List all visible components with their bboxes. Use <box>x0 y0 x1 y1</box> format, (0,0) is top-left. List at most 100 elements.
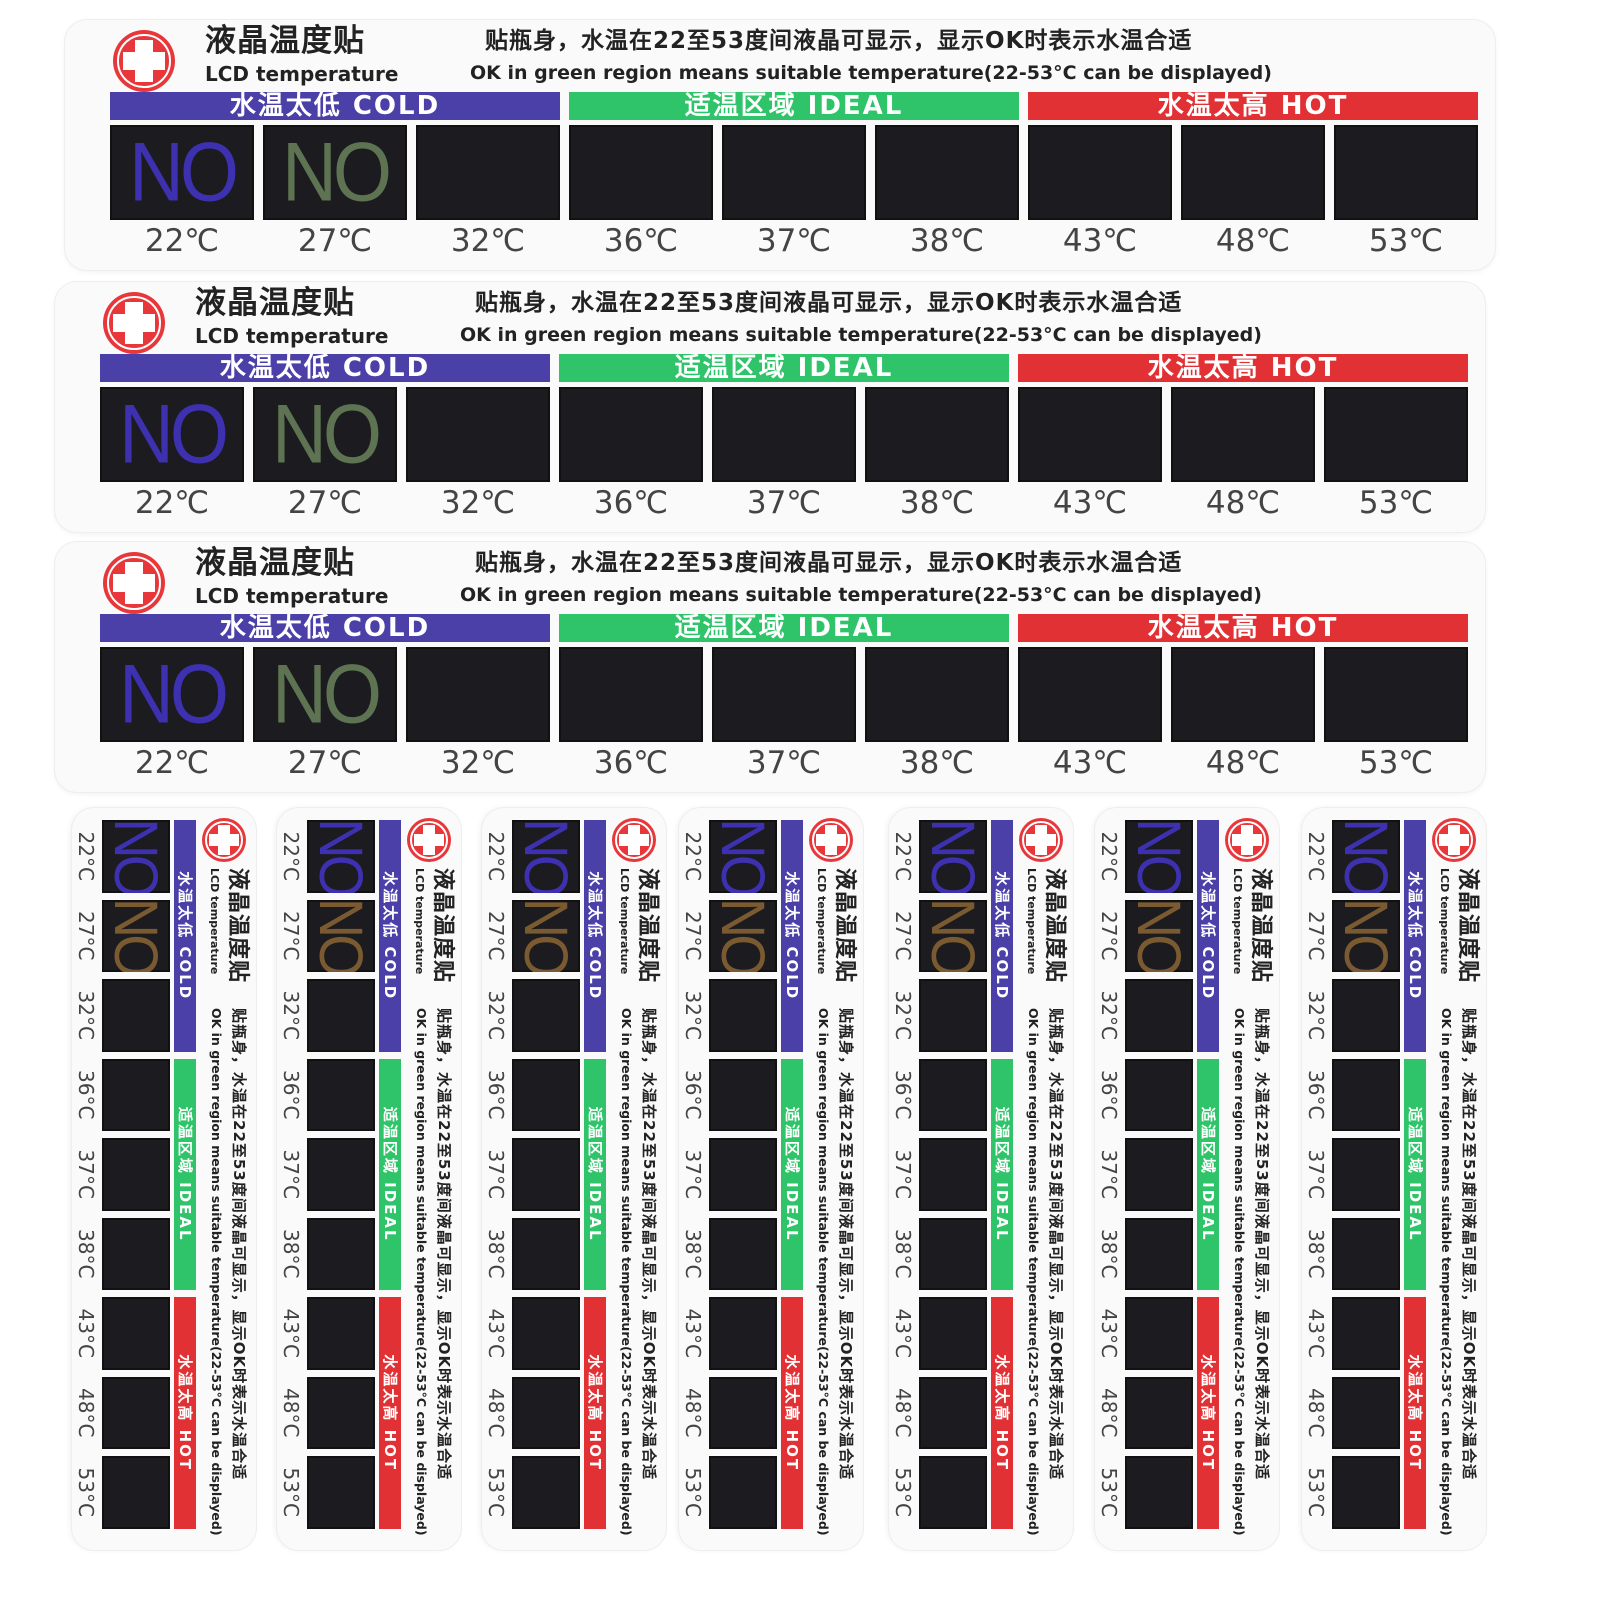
temperature-label: 36°C <box>74 1070 98 1120</box>
temperature-label: 27°C <box>1097 911 1121 961</box>
temperature-label: 22°C <box>484 831 508 881</box>
cross-ring <box>812 821 850 859</box>
lcd-cell <box>512 1058 580 1131</box>
sticker-title: 液晶温度贴 <box>1248 868 1273 984</box>
instruction-en: OK in green region means suitable temper… <box>1232 1008 1247 1536</box>
lcd-cell: NO <box>102 820 170 893</box>
sticker-title: 液晶温度贴 <box>1042 868 1067 984</box>
red-cross-icon <box>1019 818 1063 862</box>
lcd-cell <box>1171 647 1315 742</box>
sticker-title: 液晶温度贴 <box>430 868 455 984</box>
sticker-subtitle: LCD temperature <box>815 868 828 975</box>
lcd-cell <box>1332 1058 1400 1131</box>
temperature-label: 43°C <box>1097 1308 1121 1358</box>
band-cold: 水温太低 COLD <box>100 614 550 642</box>
temperature-label: 37℃ <box>746 485 822 521</box>
lcd-cell: NO <box>100 647 244 742</box>
temperature-label: 27°C <box>74 911 98 961</box>
lcd-cell: NO <box>307 820 375 893</box>
temperature-label: 32°C <box>891 990 915 1040</box>
no-indicator: NO <box>919 820 987 893</box>
lcd-cell <box>1181 125 1325 220</box>
lcd-cell <box>1125 979 1193 1052</box>
lcd-cell <box>406 647 550 742</box>
lcd-cell <box>559 387 703 482</box>
band-ideal: 适温区域 IDEAL <box>1404 1058 1426 1290</box>
red-cross-icon <box>407 818 451 862</box>
temperature-label: 43°C <box>279 1308 303 1358</box>
temperature-label: 32°C <box>484 990 508 1040</box>
lcd-cell <box>512 1217 580 1290</box>
sticker-title: 液晶温度贴 <box>205 23 365 59</box>
lcd-cell <box>102 1138 170 1211</box>
instruction-en: OK in green region means suitable temper… <box>1439 1008 1454 1536</box>
temperature-label: 53°C <box>279 1467 303 1517</box>
band-hot: 水温太高 HOT <box>991 1297 1013 1529</box>
instruction-en: OK in green region means suitable temper… <box>619 1008 634 1536</box>
temperature-label: 22°C <box>279 831 303 881</box>
temperature-label: 27°C <box>891 911 915 961</box>
lcd-cell <box>512 1297 580 1370</box>
lcd-cell <box>512 979 580 1052</box>
temperature-label: 22°C <box>74 831 98 881</box>
instruction-en: OK in green region means suitable temper… <box>470 62 1272 84</box>
lcd-cell <box>865 647 1009 742</box>
temperature-label: 48°C <box>891 1388 915 1438</box>
lcd-cell <box>865 387 1009 482</box>
band-ideal: 适温区域 IDEAL <box>559 354 1009 382</box>
temperature-label: 22°C <box>681 831 705 881</box>
lcd-cell <box>709 1217 777 1290</box>
lcd-cell: NO <box>100 387 244 482</box>
temperature-label: 48℃ <box>1215 223 1291 259</box>
lcd-cell: NO <box>263 125 407 220</box>
temperature-label: 48°C <box>681 1388 705 1438</box>
band-ideal: 适温区域 IDEAL <box>559 614 1009 642</box>
temperature-label: 36°C <box>681 1070 705 1120</box>
lcd-cell <box>102 1376 170 1449</box>
lcd-cell <box>569 125 713 220</box>
band-ideal: 适温区域 IDEAL <box>781 1058 803 1290</box>
lcd-cell: NO <box>307 899 375 972</box>
temperature-label: 22℃ <box>134 485 210 521</box>
band-hot: 水温太高 HOT <box>584 1297 606 1529</box>
temperature-label: 36°C <box>279 1070 303 1120</box>
temperature-label: 43°C <box>891 1308 915 1358</box>
no-indicator: NO <box>129 125 239 219</box>
temperature-sticker: 液晶温度贴 LCD temperature 贴瓶身，水温在22至53度间液晶可显示，… <box>277 808 461 1550</box>
lcd-cell: NO <box>1332 899 1400 972</box>
band-ideal: 适温区域 IDEAL <box>584 1058 606 1290</box>
temperature-label: 37°C <box>1097 1149 1121 1199</box>
band-hot: 水温太高 HOT <box>379 1297 401 1529</box>
temperature-label: 27°C <box>1304 911 1328 961</box>
sticker-title: 液晶温度贴 <box>635 868 660 984</box>
no-indicator: NO <box>102 899 170 973</box>
temperature-label: 37°C <box>681 1149 705 1199</box>
temperature-label: 32℃ <box>440 745 516 781</box>
lcd-cell <box>1332 979 1400 1052</box>
lcd-cell <box>919 1217 987 1290</box>
temperature-label: 36°C <box>484 1070 508 1120</box>
cross-ring <box>1435 821 1473 859</box>
sticker-title: 液晶温度贴 <box>1455 868 1480 984</box>
no-indicator: NO <box>272 647 382 741</box>
sticker-title: 液晶温度贴 <box>195 285 355 321</box>
sticker-subtitle: LCD temperature <box>1231 868 1244 975</box>
lcd-cell <box>406 387 550 482</box>
no-indicator: NO <box>512 899 580 973</box>
red-cross-icon <box>103 552 165 614</box>
temperature-label: 32°C <box>279 990 303 1040</box>
cross-ring <box>1228 821 1266 859</box>
band-cold: 水温太低 COLD <box>100 354 550 382</box>
lcd-cell <box>307 1058 375 1131</box>
temperature-label: 43℃ <box>1052 745 1128 781</box>
sticker-subtitle: LCD temperature <box>413 868 426 975</box>
cross-ring <box>1022 821 1060 859</box>
band-cold: 水温太低 COLD <box>991 820 1013 1052</box>
temperature-label: 27℃ <box>297 223 373 259</box>
lcd-cell <box>1332 1456 1400 1529</box>
red-cross-icon <box>1432 818 1476 862</box>
temperature-label: 43°C <box>681 1308 705 1358</box>
temperature-label: 22℃ <box>144 223 220 259</box>
sticker-title: 液晶温度贴 <box>832 868 857 984</box>
band-cold: 水温太低 COLD <box>110 92 560 120</box>
